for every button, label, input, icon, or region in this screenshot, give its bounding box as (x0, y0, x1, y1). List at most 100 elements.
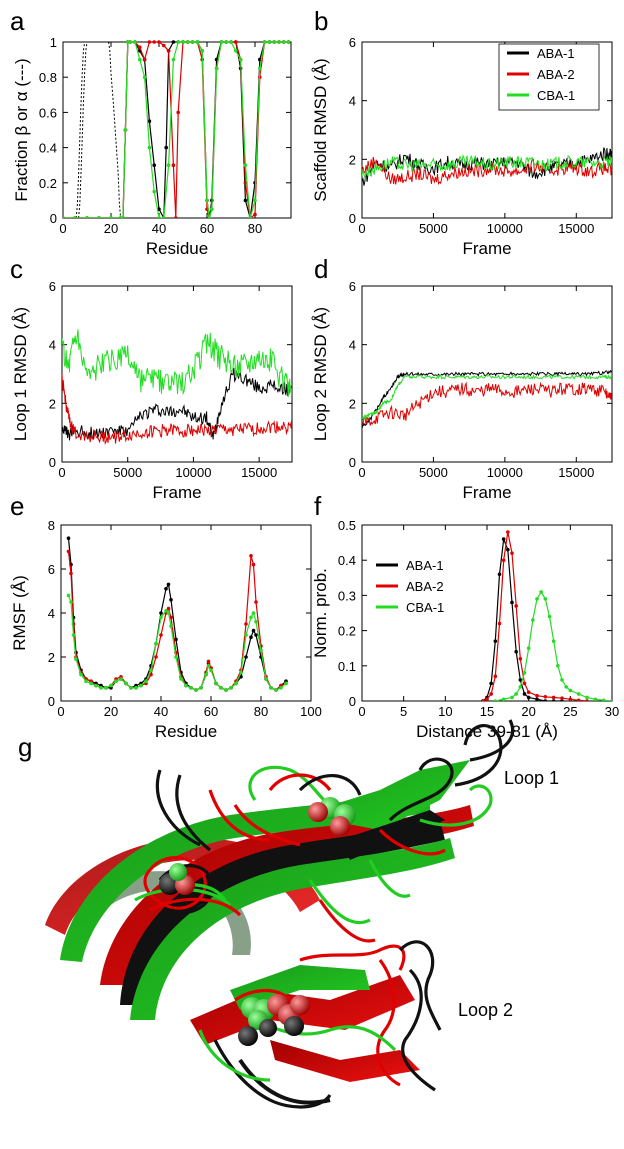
data-point-aba1 (510, 600, 514, 605)
x-tick-label: 0 (59, 221, 66, 236)
alpha-fraction-curve (108, 41, 122, 218)
series-line-cba1 (362, 153, 612, 180)
data-point-aba1 (239, 675, 243, 679)
data-point-cba1 (259, 648, 263, 653)
data-point-cba1 (189, 686, 193, 690)
data-point-cba1 (109, 216, 113, 218)
y-tick-label: 0.3 (338, 588, 356, 603)
plot-area (481, 530, 612, 701)
data-point-aba2 (249, 554, 253, 558)
series-line-aba2 (482, 531, 588, 701)
loop2-label: Loop 2 (458, 1000, 513, 1020)
y-tick-label: 6 (349, 35, 356, 50)
data-point-cba1 (166, 163, 171, 167)
x-tick-label: 10 (438, 704, 452, 719)
data-point-aba2 (243, 181, 248, 185)
data-point-cba1 (258, 66, 262, 71)
data-point-aba2 (157, 40, 161, 44)
y-tick-label: 0.6 (39, 105, 57, 120)
data-point-cba1 (181, 40, 185, 44)
data-point-cba1 (152, 189, 156, 194)
data-point-aba1 (522, 692, 527, 696)
data-point-aba2 (497, 621, 502, 626)
data-point-aba2 (506, 530, 510, 534)
y-tick-label: 4 (349, 94, 356, 109)
data-point-aba2 (501, 558, 506, 562)
y-tick-label: 2 (48, 650, 55, 665)
data-point-cba1 (174, 655, 178, 659)
data-point-cba1 (149, 668, 153, 672)
data-point-cba1 (159, 615, 163, 620)
panel-letter-f: f (314, 491, 322, 521)
plot-frame (361, 41, 613, 219)
data-point-cba1 (224, 688, 228, 692)
data-point-cba1 (199, 686, 203, 690)
data-point-cba1 (277, 40, 281, 44)
y-axis-label: RMSF (Å) (10, 575, 29, 651)
data-point-aba2 (568, 697, 573, 701)
data-point-cba1 (134, 686, 138, 690)
plot-area (62, 329, 292, 446)
data-point-cba1 (243, 163, 248, 167)
data-point-cba1 (526, 646, 531, 650)
y-tick-label: 0.2 (39, 176, 57, 191)
legend-label-aba2: ABA-2 (537, 67, 575, 82)
data-point-cba1 (166, 611, 171, 615)
data-point-cba1 (568, 688, 573, 693)
x-tick-label: 100 (300, 704, 322, 719)
legend: ABA-1 ABA-2 CBA-1 (376, 558, 444, 615)
data-point-aba2 (152, 40, 156, 44)
panel-f: f 0 5 10 15 20 25 30 0 0.1 0.2 0.3 0.4 0.5 Distance 39… (311, 491, 619, 741)
series-line-cba1 (495, 590, 612, 701)
data-point-aba2 (234, 40, 238, 44)
data-point-cba1 (154, 642, 158, 646)
data-point-cba1 (74, 657, 78, 661)
x-axis-label: Frame (152, 483, 201, 502)
data-point-aba2 (543, 694, 548, 699)
legend-label-cba1: CBA-1 (406, 600, 444, 615)
x-axis-label: Frame (462, 239, 511, 258)
data-point-aba1 (543, 699, 548, 701)
data-point-cba1 (224, 40, 228, 44)
data-point-cba1 (539, 590, 543, 594)
data-point-cba1 (229, 686, 233, 690)
x-tick-label: 5000 (419, 465, 448, 480)
y-tick-label: 8 (48, 518, 55, 533)
data-point-aba2 (142, 57, 147, 62)
y-axis-label: Scaffold RMSD (Å) (311, 58, 330, 201)
plot-frame (361, 524, 613, 702)
x-tick-label: 20 (104, 704, 118, 719)
data-point-aba2 (171, 163, 176, 167)
data-point-aba1 (243, 198, 248, 203)
data-point-cba1 (129, 686, 133, 690)
series-line-cba1 (67, 595, 287, 691)
y-tick-label: 0.1 (338, 659, 356, 674)
y-axis-label: Norm. prob. (311, 568, 330, 658)
y-tick-label: 0 (349, 211, 356, 226)
data-point-cba1 (219, 40, 224, 44)
data-point-cba1 (585, 695, 589, 700)
data-point-cba1 (214, 681, 218, 686)
data-point-cba1 (253, 198, 257, 203)
alpha-fraction-curve (78, 41, 88, 218)
data-point-cba1 (274, 688, 278, 692)
data-point-cba1 (66, 593, 71, 598)
panel-e: e 0 20 40 60 80 100 0 2 4 6 8 Residue RMSF (Å) (10, 491, 322, 741)
data-point-aba1 (251, 628, 256, 633)
data-point-aba2 (66, 549, 71, 554)
series-line-aba2 (67, 551, 287, 691)
x-tick-label: 5000 (113, 465, 142, 480)
data-point-cba1 (186, 40, 190, 44)
data-point-aba2 (162, 43, 166, 48)
data-point-aba2 (481, 699, 485, 701)
data-point-cba1 (262, 40, 267, 44)
y-axis-label: Loop 1 RMSD (Å) (11, 307, 30, 441)
series-line-aba1 (362, 369, 612, 428)
data-point-cba1 (139, 683, 143, 688)
data-point-cba1 (272, 40, 277, 44)
data-point-aba1 (506, 547, 510, 552)
data-point-cba1 (234, 49, 238, 53)
data-point-cba1 (522, 671, 527, 675)
x-tick-label: 0 (57, 704, 64, 719)
data-point-cba1 (205, 198, 209, 203)
